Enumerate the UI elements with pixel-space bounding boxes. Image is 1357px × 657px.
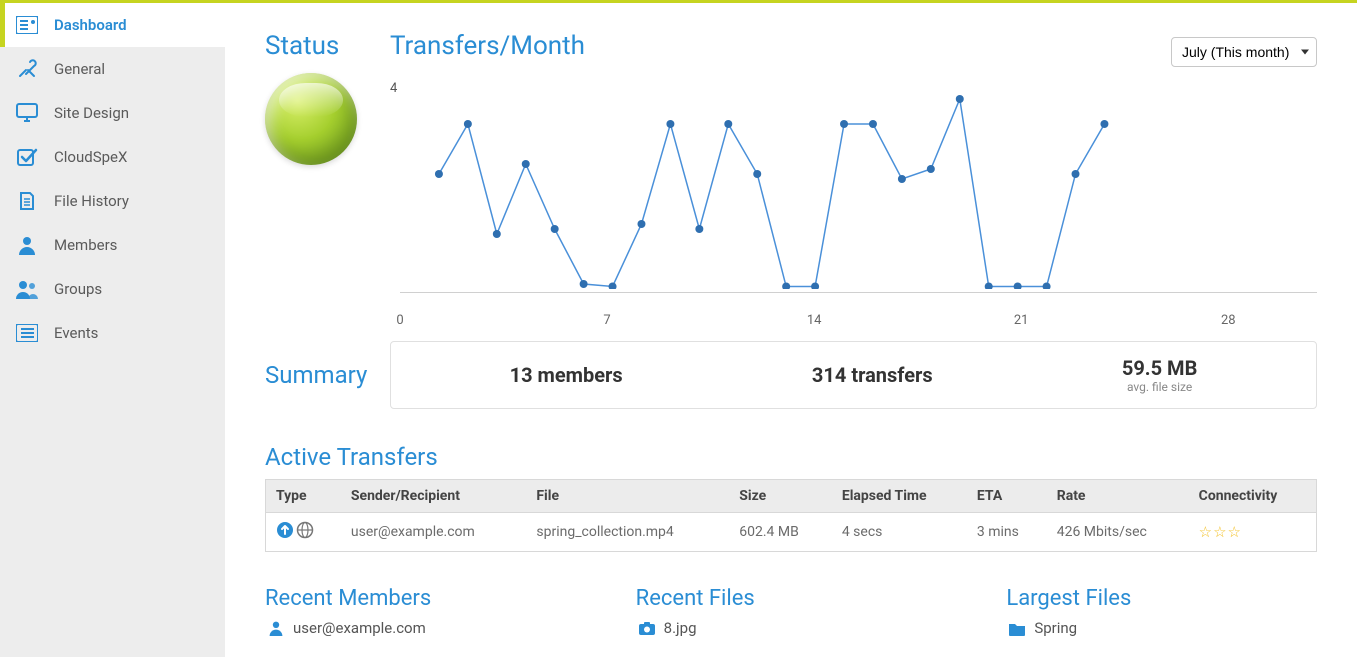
camera-icon <box>636 621 658 636</box>
status-orb <box>265 73 357 165</box>
status-title: Status <box>265 31 390 61</box>
dashboard-icon <box>14 16 40 34</box>
main-content: Status Transfers/Month July (This month)… <box>225 3 1357 657</box>
sidebar-item-file-history[interactable]: File History <box>0 179 225 223</box>
chart-title: Transfers/Month <box>390 31 585 61</box>
col-sender: Sender/Recipient <box>341 480 526 513</box>
col-connectivity: Connectivity <box>1189 480 1317 513</box>
list-item[interactable]: 8.jpg <box>636 619 947 637</box>
sidebar-item-events[interactable]: Events <box>0 311 225 355</box>
sidebar-item-label: File History <box>54 192 129 210</box>
summary-members: 13 members <box>510 363 623 387</box>
sidebar-item-label: Site Design <box>54 104 129 122</box>
list-item[interactable]: Spring <box>1006 619 1317 637</box>
cell-eta: 3 mins <box>967 513 1047 552</box>
files-icon <box>14 190 40 212</box>
folder-icon <box>1006 621 1028 636</box>
cell-sender: user@example.com <box>341 513 526 552</box>
col-type: Type <box>266 480 341 513</box>
summary-box: 13 members 314 transfers 59.5 MB avg. fi… <box>390 341 1317 409</box>
summary-title: Summary <box>265 361 390 389</box>
transfers-chart: 4 07142128 <box>390 79 1317 319</box>
cell-rate: 426 Mbits/sec <box>1047 513 1189 552</box>
tools-icon <box>14 58 40 80</box>
sidebar-item-dashboard[interactable]: Dashboard <box>0 3 225 47</box>
user-icon <box>265 620 287 636</box>
col-eta: ETA <box>967 480 1047 513</box>
list-item[interactable]: user@example.com <box>265 619 576 637</box>
sidebar-item-members[interactable]: Members <box>0 223 225 267</box>
col-rate: Rate <box>1047 480 1189 513</box>
sidebar-item-label: Groups <box>54 280 102 298</box>
col-file: File <box>526 480 729 513</box>
sidebar-item-label: Events <box>54 324 98 342</box>
user-icon <box>14 235 40 255</box>
sidebar-item-label: General <box>54 60 105 78</box>
col-size: Size <box>729 480 832 513</box>
sidebar-item-general[interactable]: General <box>0 47 225 91</box>
month-selector[interactable]: July (This month) <box>1171 37 1317 67</box>
largest-files-title: Largest Files <box>1006 586 1317 611</box>
summary-avg-size: 59.5 MB avg. file size <box>1122 356 1197 394</box>
sidebar-item-site-design[interactable]: Site Design <box>0 91 225 135</box>
upload-icon <box>276 521 294 543</box>
item-label: 8.jpg <box>664 619 697 637</box>
sidebar-item-label: Members <box>54 236 117 254</box>
summary-transfers: 314 transfers <box>812 363 933 387</box>
table-row[interactable]: user@example.com spring_collection.mp4 6… <box>266 513 1317 552</box>
recent-members-title: Recent Members <box>265 586 576 611</box>
sidebar-item-groups[interactable]: Groups <box>0 267 225 311</box>
star-rating: ☆☆☆ <box>1199 523 1242 541</box>
globe-icon <box>296 521 314 543</box>
col-elapsed: Elapsed Time <box>832 480 967 513</box>
active-transfers-title: Active Transfers <box>265 443 1317 471</box>
cell-connectivity: ☆☆☆ <box>1189 513 1317 552</box>
cell-size: 602.4 MB <box>729 513 832 552</box>
cell-file: spring_collection.mp4 <box>526 513 729 552</box>
cell-elapsed: 4 secs <box>832 513 967 552</box>
sidebar: Dashboard General Site Design CloudSpeX … <box>0 3 225 657</box>
sidebar-item-label: CloudSpeX <box>54 148 127 166</box>
sidebar-item-label: Dashboard <box>54 16 127 34</box>
chart-svg <box>410 89 1307 289</box>
monitor-icon <box>14 103 40 123</box>
sidebar-item-cloudspex[interactable]: CloudSpeX <box>0 135 225 179</box>
item-label: Spring <box>1034 619 1077 637</box>
chart-y-max-label: 4 <box>390 81 397 96</box>
item-label: user@example.com <box>293 619 426 637</box>
check-square-icon <box>14 146 40 168</box>
recent-files-title: Recent Files <box>636 586 947 611</box>
active-transfers-table: Type Sender/Recipient File Size Elapsed … <box>265 479 1317 552</box>
users-icon <box>14 279 40 299</box>
chart-x-axis <box>400 292 1317 293</box>
list-icon <box>14 324 40 342</box>
